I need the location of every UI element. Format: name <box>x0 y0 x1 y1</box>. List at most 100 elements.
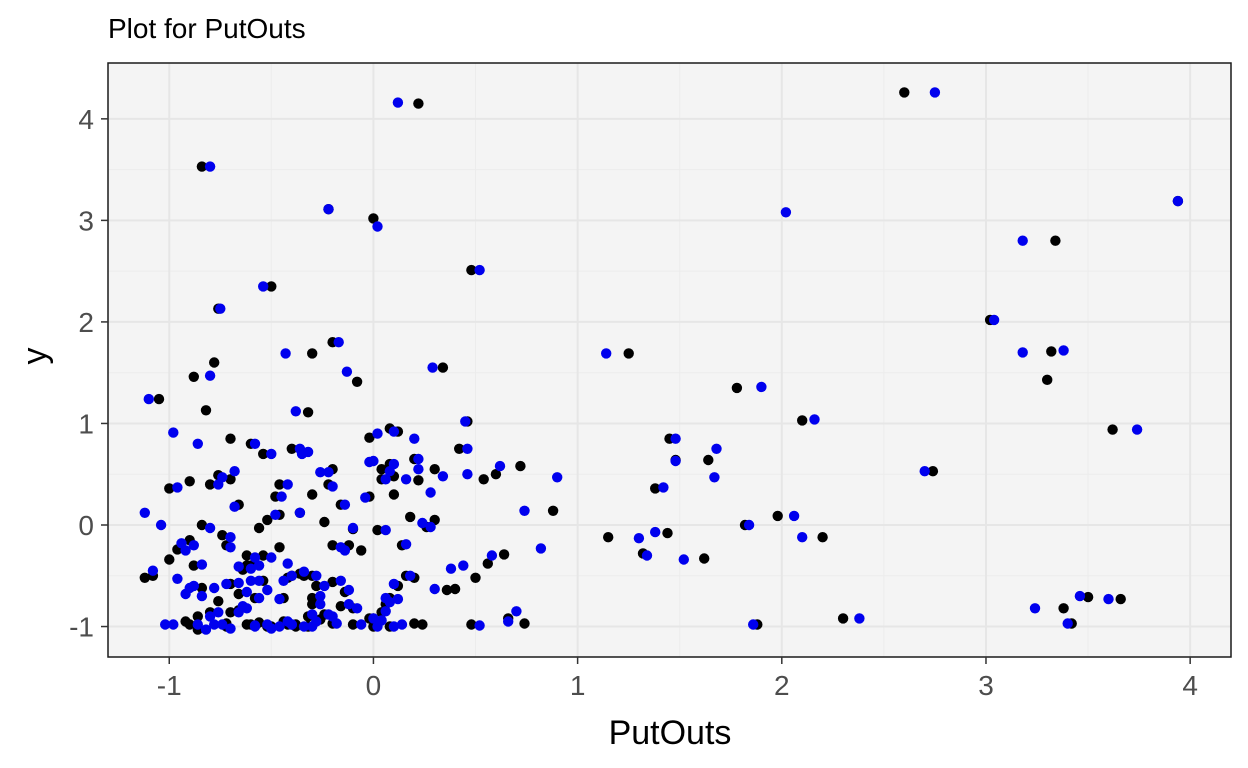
data-point <box>1046 346 1057 357</box>
data-point <box>225 532 236 543</box>
data-point <box>298 621 310 632</box>
data-point <box>315 599 326 610</box>
data-point <box>396 619 408 630</box>
data-point <box>511 606 522 617</box>
data-point <box>380 474 391 485</box>
data-point <box>1017 347 1028 358</box>
data-point <box>209 357 220 368</box>
data-point <box>547 505 559 516</box>
data-point <box>225 474 236 485</box>
x-tick-label: 2 <box>774 670 790 701</box>
data-point <box>164 554 175 565</box>
data-point <box>364 432 375 443</box>
data-point <box>311 580 322 592</box>
series-blue-points <box>139 87 1184 635</box>
data-point <box>519 618 530 629</box>
data-point <box>335 601 346 612</box>
data-point <box>233 588 244 600</box>
data-point <box>454 443 465 454</box>
data-point <box>266 552 277 563</box>
data-point <box>258 281 269 292</box>
data-point <box>258 448 269 460</box>
data-point <box>641 550 653 561</box>
data-point <box>788 510 800 522</box>
data-point <box>498 549 510 560</box>
plot-panel <box>108 63 1231 657</box>
data-point <box>919 466 930 477</box>
data-point <box>1029 603 1041 614</box>
data-point <box>1050 235 1061 246</box>
data-point <box>797 415 808 426</box>
data-point <box>670 455 681 467</box>
data-point <box>388 426 400 437</box>
data-point <box>192 611 203 622</box>
data-point <box>233 561 244 572</box>
data-point <box>196 519 208 531</box>
data-point <box>168 427 179 438</box>
data-point <box>1107 424 1118 435</box>
data-point <box>200 405 212 416</box>
data-point <box>253 560 265 571</box>
data-point <box>1082 591 1094 603</box>
data-point <box>249 620 261 631</box>
data-point <box>535 543 547 554</box>
data-point <box>204 611 216 622</box>
data-point <box>311 570 322 581</box>
data-point <box>241 586 252 598</box>
data-point <box>315 467 326 478</box>
data-point <box>274 542 285 553</box>
data-point <box>409 433 420 444</box>
y-tick-label: 3 <box>78 205 94 236</box>
y-tick-label: 2 <box>78 307 94 338</box>
data-point <box>274 479 285 490</box>
data-point <box>217 530 228 541</box>
data-point <box>417 517 428 529</box>
data-point <box>339 499 351 510</box>
data-point <box>658 482 669 493</box>
data-point <box>294 443 306 454</box>
data-point <box>192 619 203 630</box>
data-point <box>245 563 257 574</box>
data-point <box>437 362 449 373</box>
data-point <box>274 621 285 632</box>
data-point <box>1058 345 1069 356</box>
data-point <box>703 454 714 466</box>
data-point <box>164 483 175 494</box>
data-point <box>409 618 420 629</box>
data-point <box>339 545 351 556</box>
data-point <box>927 466 939 477</box>
x-tick-label: 4 <box>1182 670 1198 701</box>
data-point <box>413 98 424 109</box>
data-point <box>200 624 212 635</box>
data-point <box>466 264 477 276</box>
data-point <box>315 590 326 602</box>
data-point <box>429 583 440 595</box>
data-point <box>466 619 477 630</box>
data-point <box>204 522 216 534</box>
data-point <box>172 482 183 493</box>
data-point <box>180 616 191 627</box>
data-point <box>494 460 506 472</box>
data-point <box>425 521 436 533</box>
data-point <box>217 619 228 630</box>
data-point <box>327 481 338 492</box>
data-point <box>474 620 485 631</box>
data-point <box>176 538 187 549</box>
data-point <box>405 511 416 523</box>
data-point <box>184 582 195 594</box>
data-point <box>307 599 318 610</box>
data-point <box>662 527 673 539</box>
data-point <box>307 348 318 359</box>
data-point <box>266 623 277 634</box>
y-tick-label: 4 <box>78 104 94 135</box>
data-point <box>519 505 530 516</box>
data-point <box>515 460 526 472</box>
data-point <box>196 559 208 570</box>
data-point <box>168 619 179 630</box>
data-point <box>427 362 438 373</box>
data-point <box>552 472 563 483</box>
data-point <box>347 522 359 534</box>
data-point <box>405 570 416 581</box>
data-point <box>280 348 291 359</box>
data-point <box>837 613 849 624</box>
